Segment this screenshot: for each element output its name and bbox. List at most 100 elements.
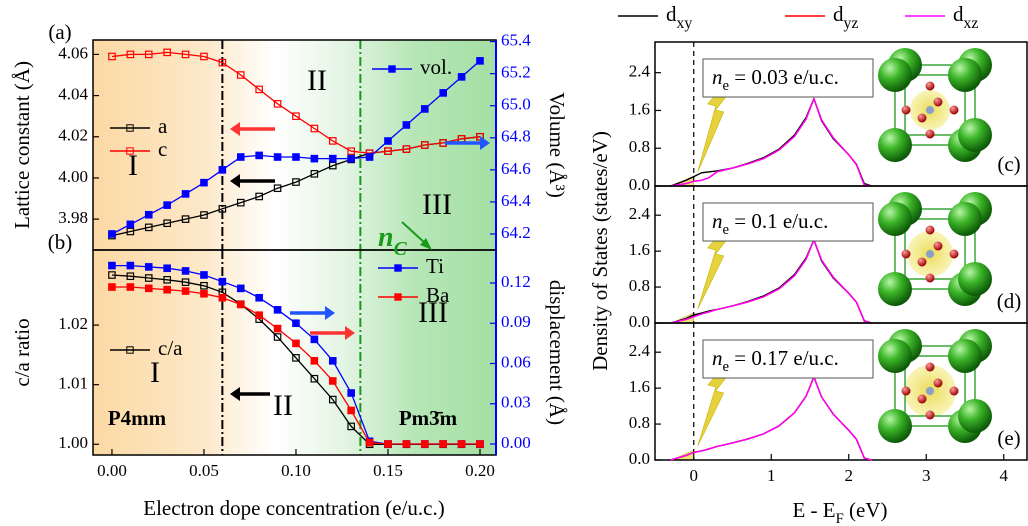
ba-atom (958, 399, 992, 433)
o-atom (926, 82, 935, 91)
legend-label: vol. (420, 55, 452, 79)
y-tick-label: 1.6 (629, 99, 650, 118)
data-point (256, 152, 262, 158)
y-tick-label: 1.6 (629, 240, 650, 259)
o-atom (950, 387, 959, 396)
data-point (274, 154, 280, 160)
data-point (238, 285, 244, 291)
y-tick-label: 0.8 (629, 137, 650, 156)
y2-tick-label: 64.2 (501, 223, 531, 242)
legend-sub: xy (677, 15, 693, 32)
o-atom (926, 274, 935, 283)
y2-tick-label: 0.00 (501, 433, 531, 452)
y-tick-label: 2.4 (629, 204, 651, 223)
legend-marker (395, 265, 401, 271)
ba-atom (958, 262, 992, 296)
data-point (201, 291, 207, 297)
data-point (348, 407, 354, 413)
o-atom (902, 387, 911, 396)
phase-background (93, 40, 496, 455)
data-point (109, 231, 115, 237)
data-point (219, 295, 225, 301)
data-point (330, 358, 336, 364)
data-point (164, 265, 170, 271)
x-tick-label: 0.20 (465, 461, 495, 480)
annotation-main: n (712, 346, 723, 370)
series-line (671, 377, 873, 460)
data-point (293, 320, 299, 326)
critical-label-main: n (378, 222, 394, 253)
ba-atom (948, 202, 982, 236)
o-atom (902, 106, 911, 115)
y-tick-label: 0.0 (629, 449, 650, 468)
o-atom (918, 114, 927, 123)
ba-atom (948, 339, 982, 373)
data-point (440, 90, 446, 96)
y-tick-label: 1.6 (629, 377, 650, 396)
legend-label: dxz (953, 2, 978, 32)
series-line (671, 377, 873, 460)
data-point (330, 378, 336, 384)
y-tick-label: 1.01 (58, 374, 88, 393)
data-point (348, 390, 354, 396)
series-line (671, 240, 873, 323)
legend-name: a (158, 114, 168, 138)
x-tick-label: 0.00 (97, 461, 127, 480)
data-point (146, 285, 152, 291)
data-point (219, 278, 225, 284)
y-tick-label: 3.98 (58, 208, 88, 227)
y-axis-title: Lattice constant (Å) (10, 61, 34, 229)
phase-label: Pm3̄m (399, 406, 458, 430)
data-point (219, 167, 225, 173)
legend-label: c (158, 137, 167, 161)
data-point (348, 155, 354, 161)
data-point (403, 441, 409, 447)
legend-marker (395, 294, 401, 300)
legend-sub: yz (844, 15, 859, 32)
o-atom (950, 250, 959, 259)
data-point (403, 122, 409, 128)
data-point (127, 221, 133, 227)
data-point (422, 441, 428, 447)
x-tick-label: 0.10 (281, 461, 311, 480)
y-tick-label: 4.02 (58, 126, 88, 145)
x-tick-label: 0.05 (189, 461, 219, 480)
o-atom (926, 130, 935, 139)
data-point (256, 295, 262, 301)
page: {"chart_data": [ {"type": "line", "panel… (0, 0, 1028, 526)
ba-atom (878, 128, 912, 162)
legend-name: d (666, 2, 677, 26)
y-tick-label: 4.06 (58, 43, 88, 62)
x-axis-title: E - EF (eV) (792, 498, 887, 526)
y-tick-label: 0.8 (629, 276, 650, 295)
data-point (146, 264, 152, 270)
region-label: I (128, 149, 138, 182)
data-point (385, 441, 391, 447)
region-label: III (422, 188, 452, 221)
legend-name: c/a (158, 336, 183, 360)
ba-atom (878, 58, 912, 92)
data-point (238, 154, 244, 160)
legend-label: Ti (426, 254, 444, 278)
series-line (671, 377, 873, 460)
region-label: II (273, 389, 293, 422)
y-tick-label: 4.04 (58, 84, 88, 103)
x-tick-label: 1 (767, 466, 776, 485)
panel-label: (c) (997, 152, 1020, 176)
x-tick-label: 0 (690, 466, 699, 485)
ba-atom (878, 409, 912, 443)
y-tick-label: 4.00 (58, 167, 88, 186)
o-atom (934, 379, 943, 388)
x-tick-label: 0.15 (373, 461, 403, 480)
legend-label: a (158, 114, 168, 138)
region-label: III (418, 296, 448, 329)
y-axis-title: Density of States (states/eV) (588, 131, 612, 371)
o-atom (902, 250, 911, 259)
y2-tick-label: 64.4 (501, 191, 531, 210)
data-point (256, 312, 262, 318)
o-atom (926, 411, 935, 420)
annotation-tail: = 0.03 e/u.c. (729, 65, 839, 89)
y-tick-label: 2.4 (629, 62, 651, 81)
series-line (671, 99, 873, 186)
legend-name: d (953, 2, 964, 26)
